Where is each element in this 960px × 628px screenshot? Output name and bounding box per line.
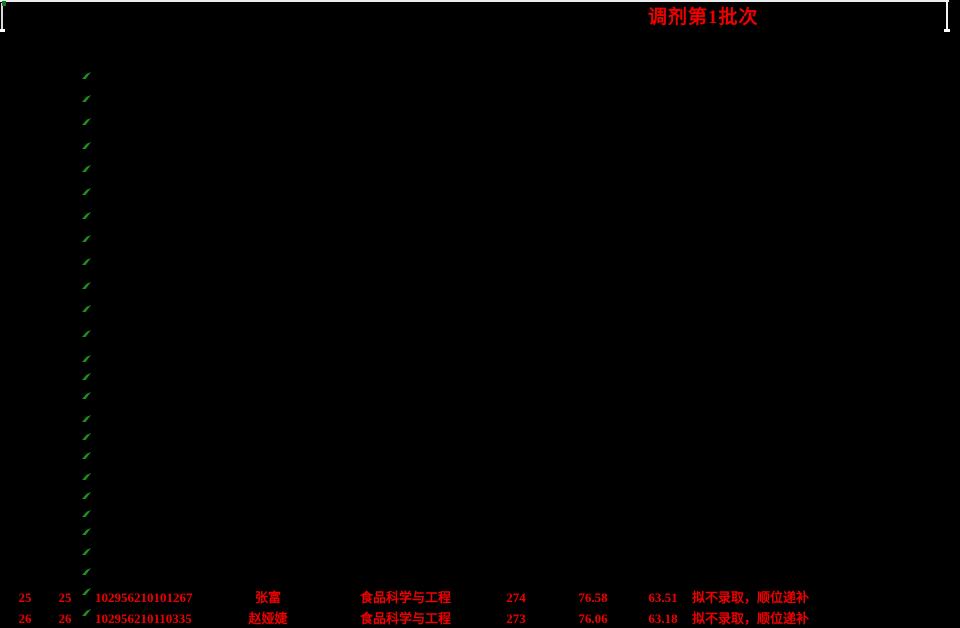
major-cell: 食品科学与工程 (359, 590, 451, 605)
text-format-indicator-icon (82, 305, 91, 312)
sheet-title: 调剂第1批次 (648, 7, 759, 28)
left-border-notch (0, 29, 5, 32)
text-format-indicator-icon (82, 452, 91, 459)
text-format-indicator-icon (82, 165, 91, 172)
score2-cell: 76.06 (578, 611, 608, 626)
text-format-indicator-icon (82, 415, 91, 422)
text-format-indicator-icon (82, 118, 91, 125)
exam-id-cell: 102956210110335 (95, 611, 192, 626)
major-cell: 食品科学与工程 (359, 611, 451, 626)
text-format-indicator-icon (82, 95, 91, 102)
rank-cell: 25 (18, 590, 32, 605)
text-format-indicator-icon (82, 492, 91, 499)
score3-cell: 63.18 (648, 611, 678, 626)
right-border-notch (944, 29, 950, 32)
text-format-indicator-icon (82, 609, 91, 616)
score3-cell: 63.51 (648, 590, 678, 605)
text-format-indicator-icon (82, 433, 91, 440)
status-cell: 拟不录取，顺位递补 (692, 590, 810, 605)
corner-green-square (2, 1, 6, 6)
title-row-top-border (0, 0, 949, 2)
title-row-right-border (946, 0, 948, 32)
text-format-indicator-icon (82, 568, 91, 575)
text-format-indicator-icon (82, 330, 91, 337)
text-format-indicator-icon (82, 373, 91, 380)
text-format-indicator-icon (82, 212, 91, 219)
text-format-indicator-icon (82, 473, 91, 480)
text-format-indicator-icon (82, 258, 91, 265)
text-format-indicator-icon (82, 235, 91, 242)
name-cell: 赵娅婕 (248, 611, 288, 626)
exam-id-cell: 102956210101267 (95, 590, 193, 605)
text-format-indicator-icon (82, 72, 91, 79)
text-format-indicator-icon (82, 355, 91, 362)
text-format-indicator-icon (82, 548, 91, 555)
text-format-indicator-icon (82, 528, 91, 535)
text-format-indicator-icon (82, 510, 91, 517)
text-format-indicator-icon (82, 282, 91, 289)
text-format-indicator-icon (82, 392, 91, 399)
table-row: 25 25 102956210101267 张富 食品科学与工程 274 76.… (0, 588, 960, 605)
table-row: 26 26 102956210110335 赵娅婕 食品科学与工程 273 76… (0, 609, 960, 626)
score1-cell: 273 (506, 611, 526, 626)
text-format-indicator-icon (82, 188, 91, 195)
rank-cell: 26 (18, 611, 32, 626)
score1-cell: 274 (506, 590, 526, 605)
title-row-left-border (1, 3, 3, 30)
status-cell: 拟不录取，顺位递补 (692, 611, 810, 626)
text-format-indicator-icon (82, 588, 91, 595)
seq-cell: 26 (58, 611, 72, 626)
seq-cell: 25 (58, 590, 72, 605)
score2-cell: 76.58 (578, 590, 608, 605)
text-format-indicator-icon (82, 142, 91, 149)
name-cell: 张富 (254, 590, 281, 605)
